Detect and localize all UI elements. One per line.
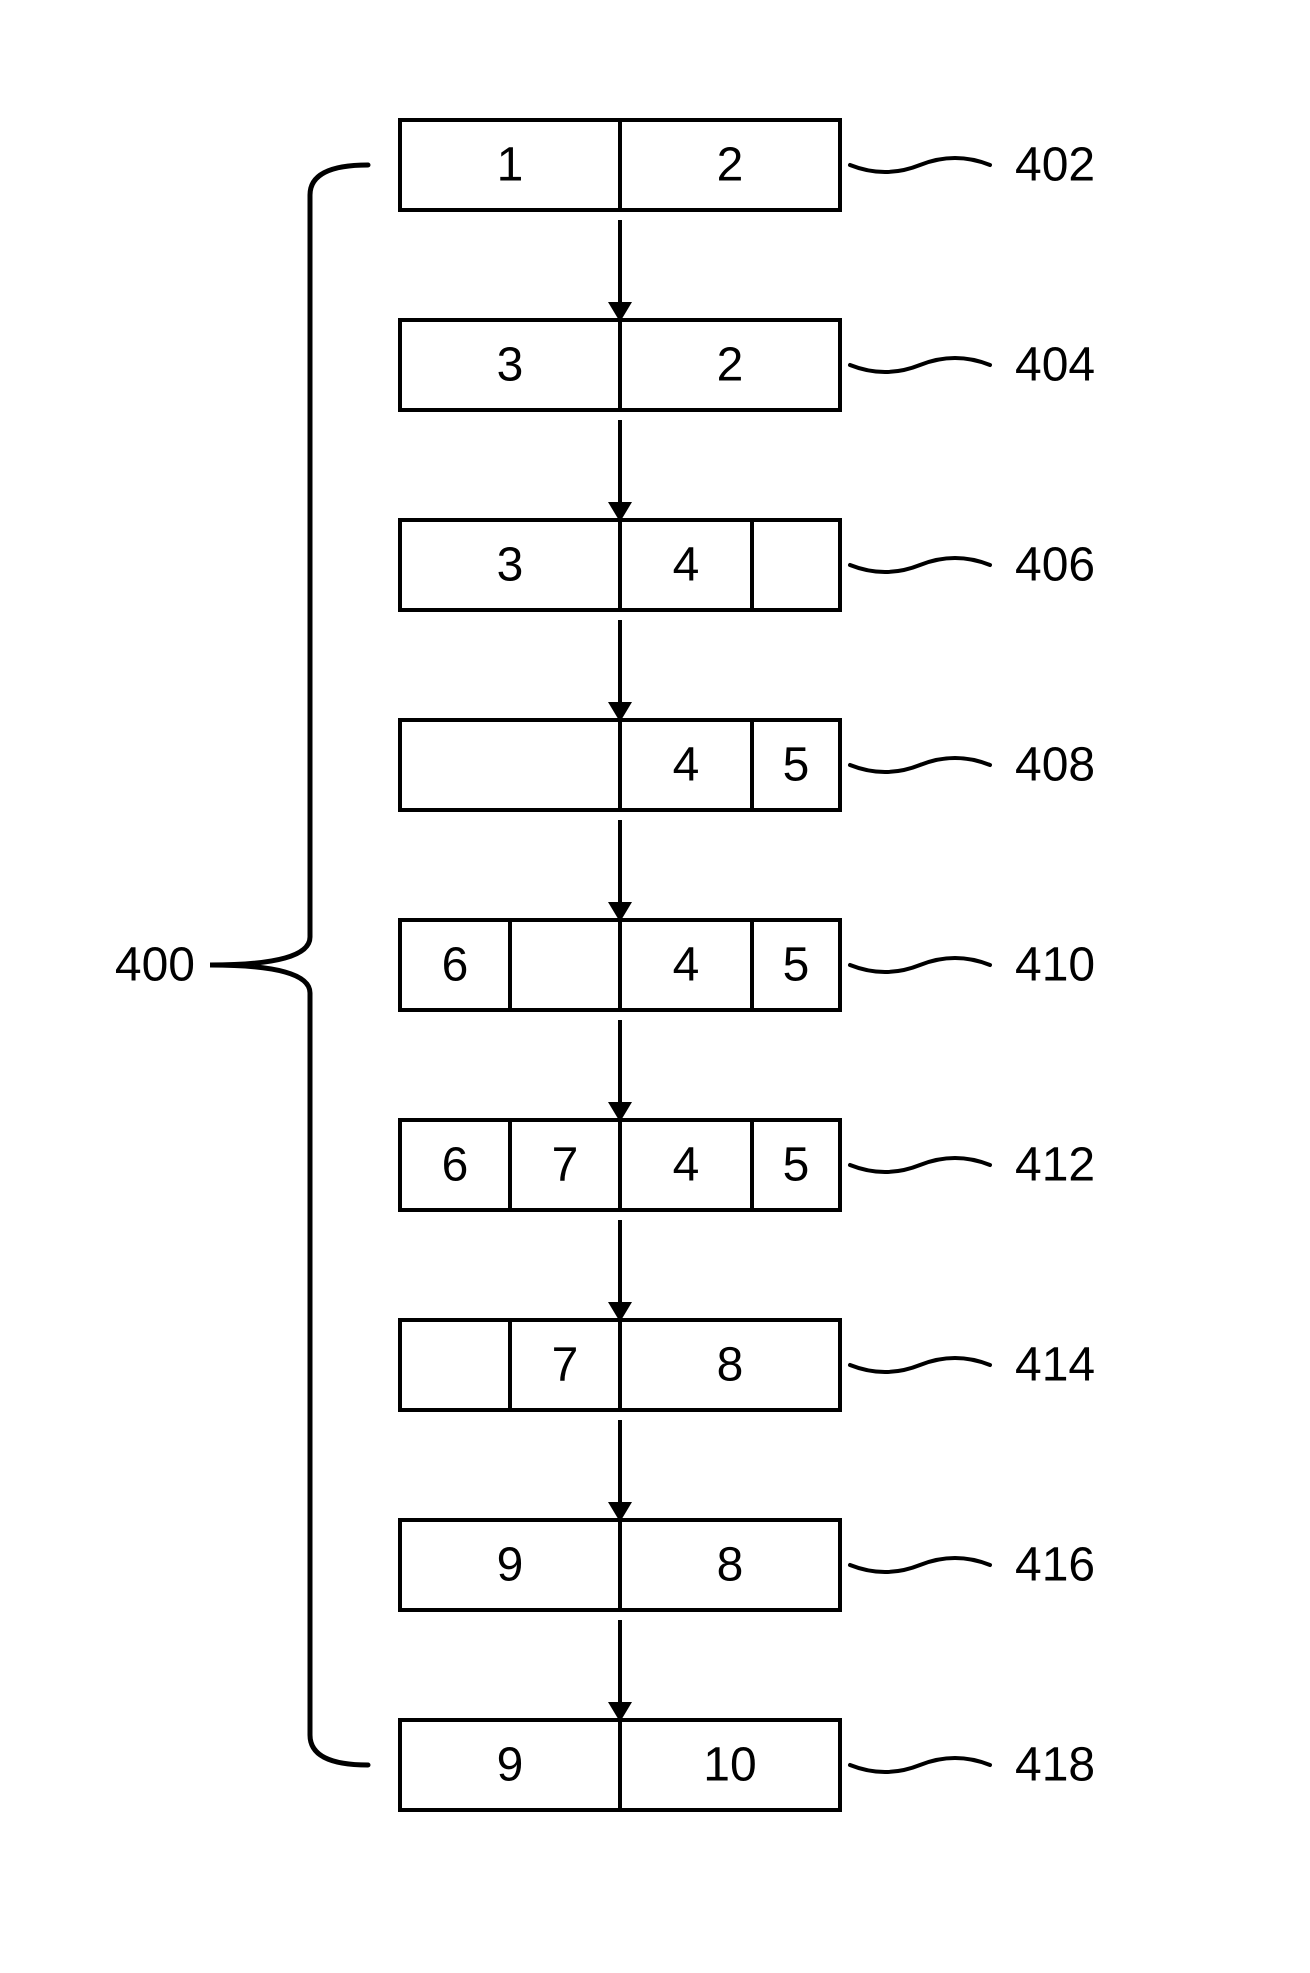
cell-label: 5 xyxy=(783,1139,810,1192)
cell-label: 6 xyxy=(442,1139,469,1192)
cell-label: 2 xyxy=(717,139,744,192)
group-label: 400 xyxy=(115,939,195,992)
cell-label: 10 xyxy=(703,1739,756,1792)
cell-label: 2 xyxy=(717,339,744,392)
cell-label: 4 xyxy=(673,1139,700,1192)
cell-label: 3 xyxy=(497,539,524,592)
ref-number: 412 xyxy=(1015,1139,1095,1192)
cell-label: 7 xyxy=(552,1139,579,1192)
ref-number: 418 xyxy=(1015,1739,1095,1792)
cell-label: 1 xyxy=(497,139,524,192)
cell-label: 9 xyxy=(497,1739,524,1792)
ref-number: 410 xyxy=(1015,939,1095,992)
ref-number: 408 xyxy=(1015,739,1095,792)
cell-label: 5 xyxy=(783,939,810,992)
ref-number: 402 xyxy=(1015,139,1095,192)
cell-label: 4 xyxy=(673,939,700,992)
cell-label: 4 xyxy=(673,539,700,592)
cell-label: 4 xyxy=(673,739,700,792)
cell-label: 8 xyxy=(717,1539,744,1592)
ref-number: 404 xyxy=(1015,339,1095,392)
ref-number: 406 xyxy=(1015,539,1095,592)
ref-number: 414 xyxy=(1015,1339,1095,1392)
cell-label: 3 xyxy=(497,339,524,392)
cell-label: 5 xyxy=(783,739,810,792)
cell-label: 7 xyxy=(552,1339,579,1392)
ref-number: 416 xyxy=(1015,1539,1095,1592)
cell-label: 9 xyxy=(497,1539,524,1592)
cell-label: 8 xyxy=(717,1339,744,1392)
cell-label: 6 xyxy=(442,939,469,992)
